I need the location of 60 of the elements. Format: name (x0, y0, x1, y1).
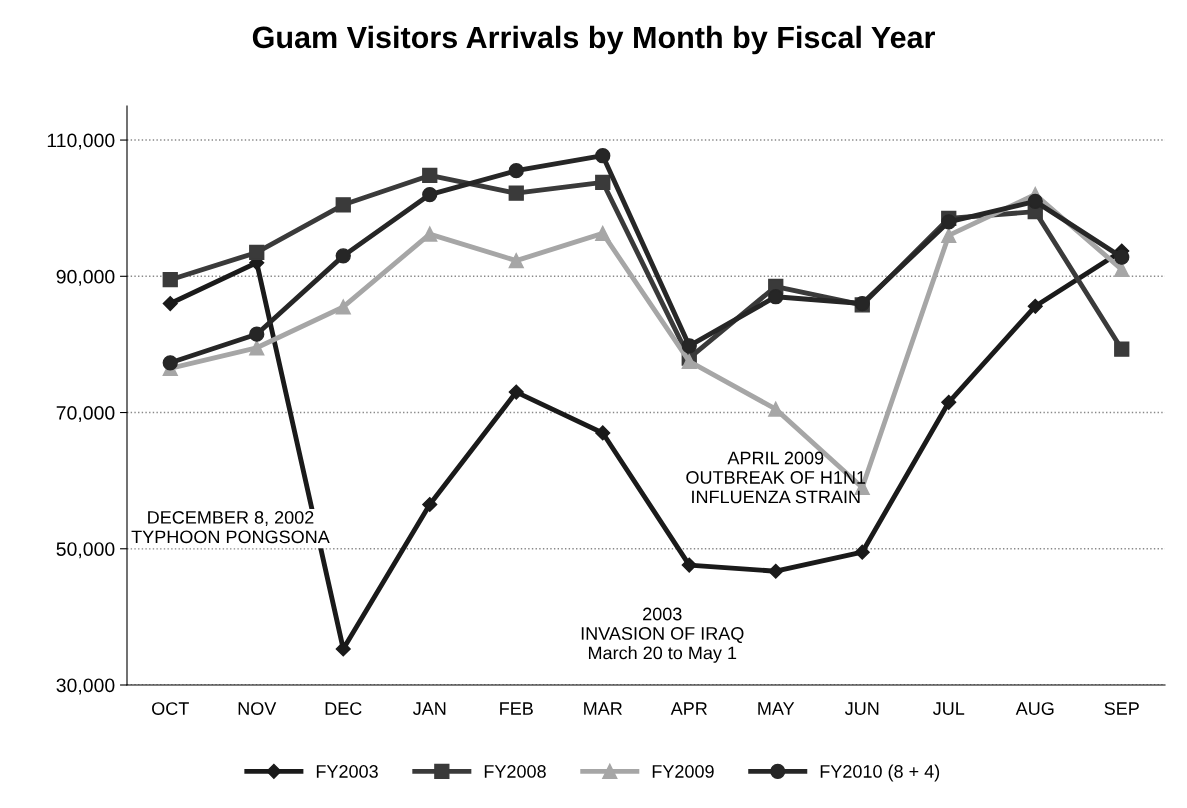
point (508, 185, 524, 201)
point (249, 244, 265, 261)
point (508, 252, 524, 269)
point (422, 186, 438, 203)
annotation: 2003 INVASION OF IRAQ March 20 to May 1 (581, 607, 744, 663)
y-tick-label: 90,000 (56, 269, 115, 286)
chart-title: Guam Visitors Arrivals by Month by Fiscal Year (252, 25, 935, 55)
point (1027, 298, 1043, 314)
legend-label: FY2010 (8 + 4) (820, 764, 940, 782)
x-tick-label: JUL (932, 702, 965, 715)
point (681, 338, 697, 354)
point (595, 425, 611, 441)
point (1114, 341, 1130, 357)
legend-label: FY2009 (652, 765, 714, 778)
annotation: APRIL 2009 OUTBREAK OF H1N1 INFLUENZA STRAIN (686, 451, 866, 504)
point (941, 227, 957, 244)
point (941, 214, 957, 230)
x-tick-label: MAY (758, 702, 795, 715)
point (335, 299, 351, 315)
point (595, 174, 611, 190)
point (422, 167, 438, 184)
point (595, 225, 611, 242)
x-tick-label: JUN (844, 702, 879, 715)
point (681, 353, 697, 370)
x-tick-label: OCT (152, 702, 189, 715)
point (1114, 249, 1130, 265)
x-tick-label: SEP (1104, 702, 1139, 715)
point (162, 272, 178, 288)
point (768, 563, 784, 579)
x-tick-label: DEC (325, 702, 362, 715)
x-tick-label: FEB (500, 702, 533, 715)
annotation: DECEMBER 8, 2002 TYPHOON PONGSONA (131, 511, 330, 544)
legend-label: FY2003 (316, 765, 378, 778)
point (335, 197, 351, 213)
point (335, 641, 351, 657)
point (162, 295, 178, 312)
point (854, 544, 870, 560)
y-tick-label: 110,000 (47, 133, 115, 150)
point (595, 148, 611, 164)
x-tick-label: JAN (412, 702, 446, 715)
point (162, 355, 178, 371)
x-tick-label: MAR (584, 702, 622, 715)
y-tick-label: 50,000 (56, 542, 115, 559)
point (681, 557, 697, 573)
point (249, 326, 265, 342)
point (422, 496, 438, 513)
y-tick-label: 70,000 (56, 406, 115, 423)
x-tick-label: NOV (238, 702, 277, 715)
x-tick-label: APR (670, 702, 707, 715)
point (941, 394, 957, 410)
point (1027, 193, 1043, 210)
y-tick-label: 30,000 (56, 678, 115, 695)
point (422, 226, 438, 242)
point (335, 248, 351, 264)
point (508, 163, 524, 179)
point (768, 289, 784, 305)
legend-label: FY2008 (484, 765, 546, 778)
x-tick-label: AUG (1015, 702, 1054, 715)
point (249, 340, 265, 356)
point (508, 384, 524, 400)
